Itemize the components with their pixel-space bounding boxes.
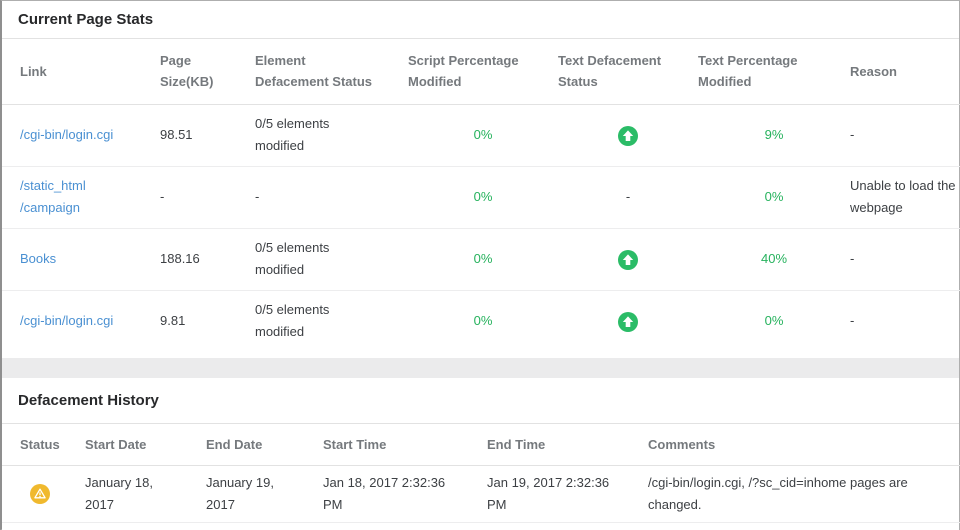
page-size-cell: 98.51 — [160, 127, 193, 142]
script-pct-cell: 0% — [473, 251, 493, 266]
reason-cell: - — [850, 313, 855, 329]
page-link[interactable]: Books — [20, 251, 57, 266]
element-status-cell: - — [255, 189, 260, 204]
col-header-page-size: Page Size(KB) — [160, 53, 214, 90]
col-header-link: Link — [20, 63, 47, 79]
col-header-reason: Reason — [850, 63, 897, 79]
col-header-start-date: Start Date — [85, 436, 147, 452]
reason-cell: Unable to load the webpage — [850, 178, 956, 215]
comments-cell: /cgi-bin/login.cgi, /?sc_cid=inhome page… — [648, 474, 908, 512]
text-status-cell: - — [625, 189, 631, 204]
warning-icon — [30, 484, 50, 505]
col-header-text-defacement-status: Text Defacement Status — [558, 53, 662, 90]
page-link[interactable]: /cgi-bin/login.cgi — [20, 127, 114, 142]
element-status-cell: 0/5 elements modified — [255, 116, 330, 153]
col-header-status: Status — [20, 436, 60, 452]
stats-row: /static_html/campaign - - 0% - 0% Unable… — [2, 166, 960, 228]
stats-row: /cgi-bin/login.cgi 9.81 0/5 elements mod… — [2, 290, 960, 352]
text-status-cell — [558, 104, 698, 166]
col-header-end-date: End Date — [206, 436, 263, 452]
up-arrow-icon — [618, 125, 638, 146]
script-pct-cell: 0% — [473, 313, 493, 329]
start-date-cell: January 18, 2017 — [85, 474, 153, 512]
col-header-start-time: Start Time — [323, 436, 387, 452]
defacement-history-title: Defacement History — [2, 378, 959, 424]
link-cell: /cgi-bin/login.cgi — [2, 104, 160, 166]
end-date-cell: January 19, 2017 — [206, 474, 274, 512]
text-pct-cell: 0% — [764, 189, 784, 204]
page-link[interactable]: /static_html/campaign — [20, 178, 86, 215]
start-time-cell: Jan 18, 2017 2:32:36 PM — [323, 474, 446, 512]
history-header-row: Status Start Date End Date Start Time En… — [2, 424, 960, 465]
reason-cell: - — [850, 251, 855, 266]
text-pct-cell: 9% — [764, 127, 784, 142]
element-status-cell: 0/5 elements modified — [255, 302, 330, 340]
page-size-cell: 188.16 — [160, 251, 200, 266]
col-header-comments: Comments — [648, 436, 716, 452]
link-cell: /static_html/campaign — [2, 166, 160, 228]
stats-row: /cgi-bin/login.cgi 98.51 0/5 elements mo… — [2, 104, 960, 166]
current-page-stats-title: Current Page Stats — [2, 1, 959, 39]
text-pct-cell: 0% — [764, 313, 784, 329]
link-cell: /cgi-bin/login.cgi — [2, 290, 160, 352]
stats-header-row: Link Page Size(KB) Element Defacement St… — [2, 39, 960, 104]
reason-cell: - — [850, 127, 855, 142]
script-pct-cell: 0% — [473, 189, 493, 204]
end-time-cell: Jan 19, 2017 2:32:36 PM — [487, 474, 610, 512]
page-link[interactable]: /cgi-bin/login.cgi — [20, 313, 114, 329]
defacement-history-table: Status Start Date End Date Start Time En… — [2, 424, 960, 523]
link-cell: Books — [2, 228, 160, 290]
section-divider-band — [2, 358, 959, 378]
text-status-cell — [558, 290, 698, 352]
element-status-cell: 0/5 elements modified — [255, 240, 330, 277]
page-size-cell: - — [160, 189, 165, 204]
history-row: January 18, 2017 January 19, 2017 Jan 18… — [2, 465, 960, 522]
page-size-cell: 9.81 — [160, 313, 186, 329]
text-pct-cell: 40% — [760, 251, 788, 266]
defacement-history-section: Defacement History Status Start Date End… — [2, 378, 960, 530]
script-pct-cell: 0% — [473, 127, 493, 142]
current-page-stats-section: Current Page Stats Link Page Size(KB) El… — [2, 1, 960, 358]
stats-row: Books 188.16 0/5 elements modified 0% 40… — [2, 228, 960, 290]
col-header-end-time: End Time — [487, 436, 546, 452]
current-page-stats-table: Link Page Size(KB) Element Defacement St… — [2, 39, 960, 352]
up-arrow-icon — [618, 249, 638, 270]
col-header-text-percentage-modified: Text Percentage Modified — [698, 53, 798, 90]
col-header-script-percentage-modified: Script Percentage Modified — [408, 53, 519, 90]
up-arrow-icon — [618, 311, 638, 332]
status-cell — [2, 465, 85, 522]
col-header-element-defacement-status: Element Defacement Status — [255, 53, 373, 90]
text-status-cell — [558, 228, 698, 290]
